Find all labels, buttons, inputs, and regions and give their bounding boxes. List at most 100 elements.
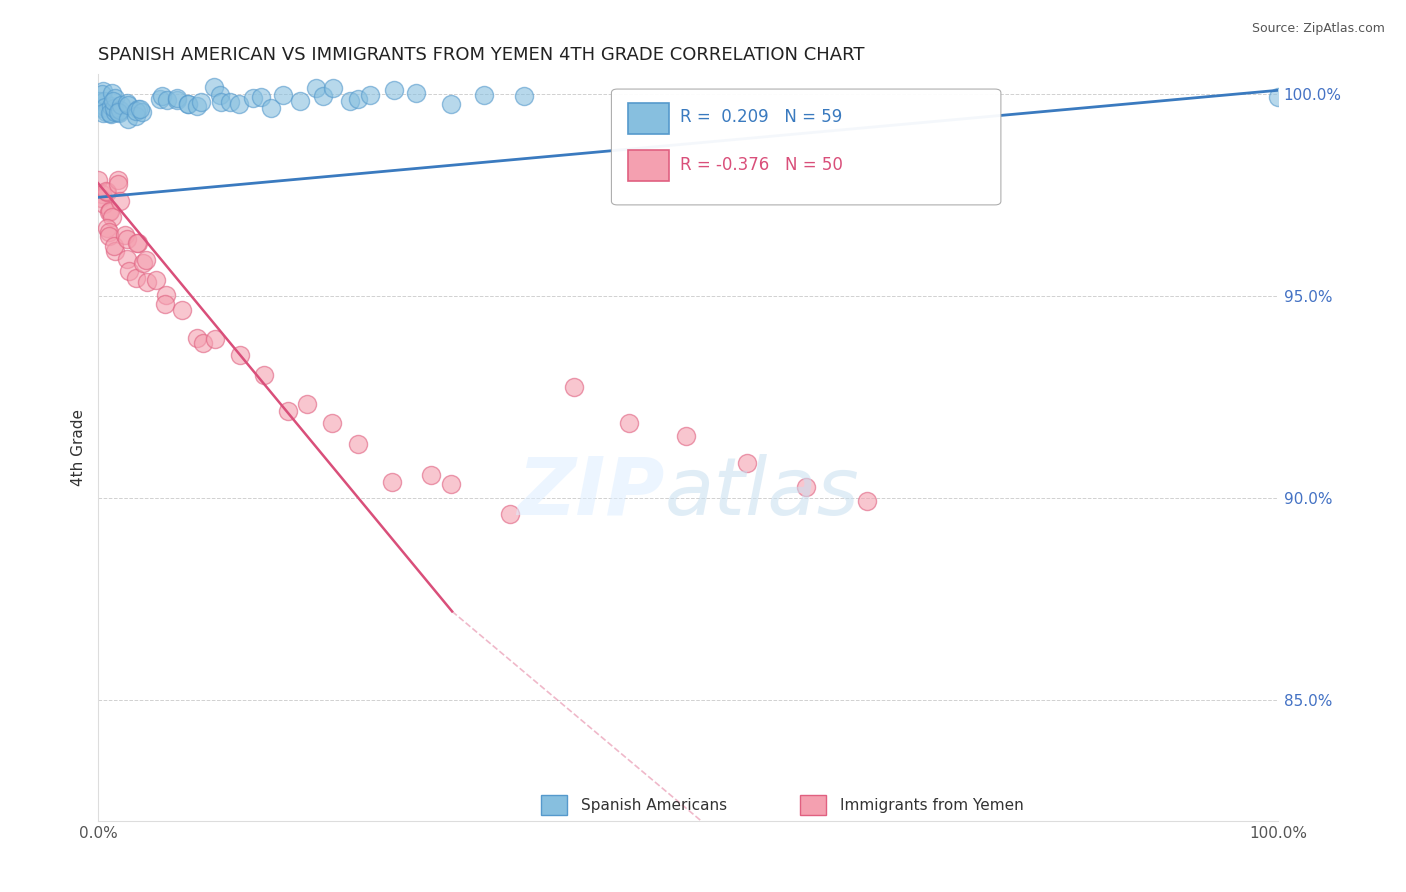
Text: ZIP: ZIP — [517, 454, 665, 532]
Point — [204, 332, 226, 346]
Point — [93, 106, 115, 120]
Point — [115, 252, 138, 266]
Point — [107, 104, 129, 119]
Point — [98, 205, 121, 219]
Point — [1267, 90, 1289, 104]
Point — [209, 88, 232, 103]
Point — [150, 89, 173, 103]
Point — [253, 368, 276, 383]
Point — [191, 335, 214, 350]
Point — [94, 100, 117, 114]
Point — [156, 94, 179, 108]
Point — [127, 102, 149, 116]
Point — [513, 88, 536, 103]
Point — [209, 95, 232, 109]
Point — [242, 91, 264, 105]
Point — [115, 96, 138, 111]
Point — [166, 91, 188, 105]
Point — [91, 84, 114, 98]
Point — [117, 112, 139, 127]
Point — [96, 220, 118, 235]
Point — [675, 429, 697, 443]
Point — [96, 186, 118, 200]
Point — [260, 101, 283, 115]
Point — [96, 184, 118, 198]
Point — [90, 101, 112, 115]
Point — [104, 91, 127, 105]
Point — [176, 96, 198, 111]
Point — [250, 90, 273, 104]
Point — [125, 109, 148, 123]
Point — [98, 203, 121, 218]
Point — [98, 105, 121, 120]
Point — [101, 87, 124, 101]
Point — [96, 104, 118, 119]
Point — [89, 94, 111, 108]
Point — [93, 196, 115, 211]
Point — [218, 95, 240, 109]
Point — [382, 83, 405, 97]
Point — [90, 191, 112, 205]
Point — [136, 275, 159, 289]
Text: atlas: atlas — [665, 454, 859, 532]
Point — [347, 437, 370, 451]
Point — [101, 210, 124, 224]
Point — [87, 172, 110, 186]
FancyBboxPatch shape — [628, 103, 669, 134]
FancyBboxPatch shape — [800, 795, 827, 815]
Y-axis label: 4th Grade: 4th Grade — [72, 409, 86, 486]
Point — [312, 88, 335, 103]
Point — [186, 99, 208, 113]
Point — [131, 105, 153, 120]
Point — [166, 93, 188, 107]
Point — [564, 379, 586, 393]
Point — [100, 106, 122, 120]
Point — [125, 271, 148, 285]
Point — [420, 468, 443, 483]
Point — [91, 186, 114, 201]
Point — [271, 88, 294, 103]
Point — [295, 396, 318, 410]
Point — [103, 101, 125, 115]
Point — [347, 92, 370, 106]
Point — [135, 253, 157, 268]
Point — [127, 236, 149, 251]
Point — [117, 232, 139, 246]
Text: Spanish Americans: Spanish Americans — [581, 797, 727, 813]
Point — [322, 81, 344, 95]
Point — [103, 95, 125, 109]
Point — [108, 105, 131, 120]
Point — [114, 227, 136, 242]
Point — [107, 172, 129, 186]
Point — [228, 96, 250, 111]
Point — [499, 508, 522, 522]
FancyBboxPatch shape — [612, 89, 1001, 205]
Point — [472, 88, 495, 103]
Point — [440, 477, 463, 491]
Text: Immigrants from Yemen: Immigrants from Yemen — [841, 797, 1024, 813]
Point — [108, 194, 131, 208]
Point — [288, 94, 311, 108]
Point — [190, 95, 212, 109]
Point — [118, 264, 141, 278]
Point — [91, 87, 114, 102]
Point — [93, 94, 115, 108]
Point — [110, 98, 132, 112]
Point — [186, 331, 208, 345]
Point — [131, 256, 153, 270]
Point — [98, 225, 121, 239]
Point — [277, 404, 299, 418]
Point — [339, 94, 361, 108]
Point — [381, 475, 404, 489]
Point — [405, 86, 427, 100]
Point — [128, 102, 150, 116]
Point — [155, 287, 177, 301]
Point — [107, 177, 129, 191]
Point — [103, 105, 125, 120]
Point — [440, 96, 463, 111]
Text: R = -0.376   N = 50: R = -0.376 N = 50 — [681, 155, 842, 174]
Point — [305, 81, 328, 95]
Point — [617, 416, 640, 430]
Point — [794, 480, 817, 494]
Point — [145, 272, 167, 286]
